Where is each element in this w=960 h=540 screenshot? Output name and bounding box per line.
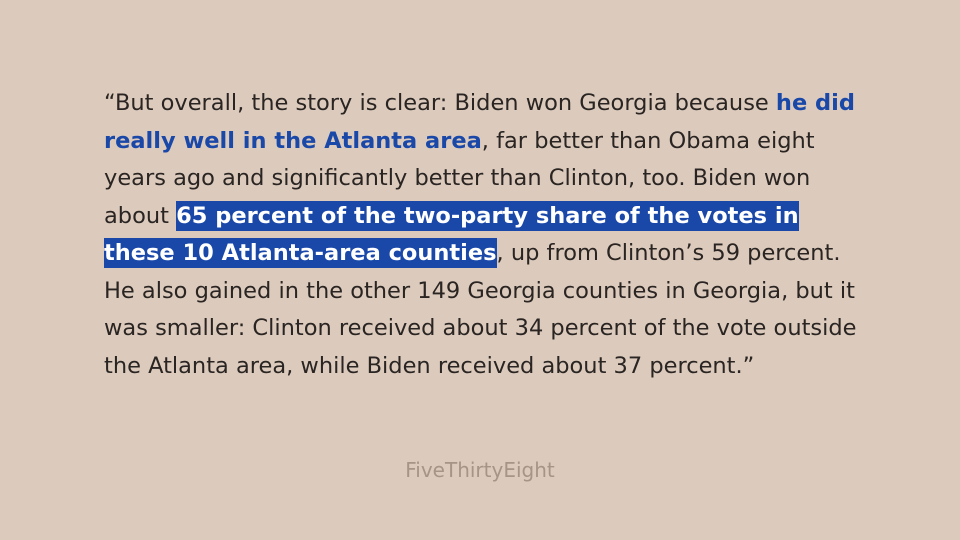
quote-link[interactable]: he did really well in the Atlanta area bbox=[104, 90, 855, 154]
quote-segment-2: , far better than Obama eight years ago … bbox=[104, 127, 815, 229]
source-attribution: FiveThirtyEight bbox=[405, 458, 555, 482]
quote-segment-1: “But overall, the story is clear: Biden … bbox=[104, 90, 776, 116]
quote-text: “But overall, the story is clear: Biden … bbox=[104, 85, 874, 385]
quote-segment-3: , up from Clinton’s 59 percent. He also … bbox=[104, 240, 857, 379]
